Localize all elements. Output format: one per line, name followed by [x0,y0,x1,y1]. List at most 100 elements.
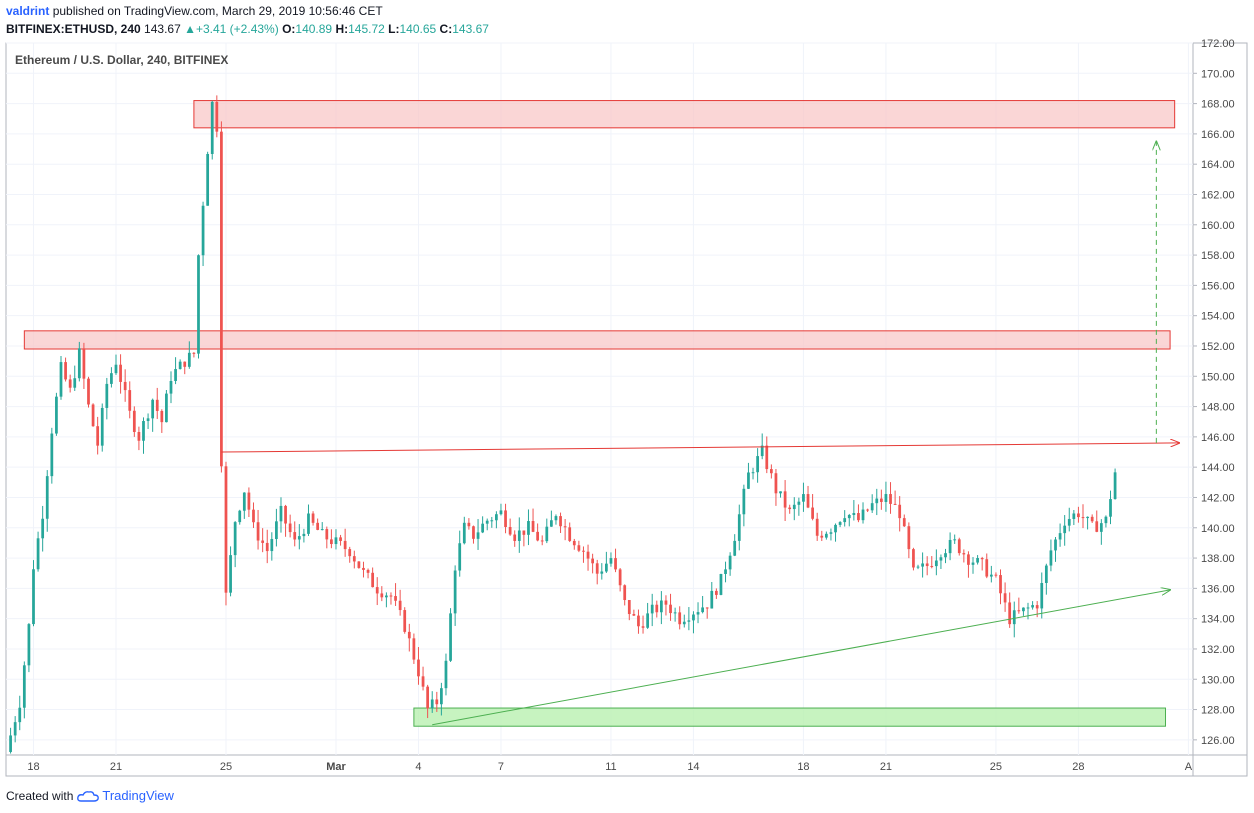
candle-body [852,513,856,516]
candle-body [1095,521,1099,532]
candle-body [9,735,12,752]
candle-body [582,550,585,552]
candle-body [669,604,672,614]
candle-body [1109,499,1112,517]
candle-body [870,503,874,511]
candle-body [357,561,361,568]
candle-body [815,518,819,536]
time-tick-label: 25 [990,761,1002,773]
price-tick-label: 158.00 [1201,250,1235,262]
candle-body [916,566,920,568]
candle-body [1017,610,1021,612]
candle-body [1086,516,1089,519]
price-axis: 126.00 128.00 130.00 132.00 134.00 136.00 138.… [1193,38,1235,747]
candle-body [476,532,480,539]
candle-body [614,558,617,570]
candle-body [197,255,200,354]
chart-title: Ethereum / U.S. Dollar, 240, BITFINEX [15,53,228,67]
candle-body [893,503,897,505]
candle-body [279,505,283,522]
candle-body [540,540,544,542]
candle-body [36,538,40,570]
candle-body [169,380,173,394]
candle-body [91,404,95,427]
candle-body [792,504,796,510]
candle-body [1104,516,1108,524]
candle-body [829,532,833,534]
high-label: H: [335,22,349,36]
candle-body [673,612,677,614]
candle-body [64,362,67,380]
candle-body [857,513,860,521]
candle-body [1081,517,1085,519]
candle-body [316,522,320,530]
candle-body [834,524,837,533]
candle-body [435,699,439,705]
candle-body [224,466,228,593]
author-link[interactable]: valdrint [6,4,50,18]
candle-body [407,631,411,639]
candle-body [788,507,792,510]
candle-body [1003,593,1007,603]
candle-body [362,567,365,570]
candle-body [554,516,558,521]
candle-body [142,421,145,441]
tradingview-logo[interactable]: TradingView [77,788,174,803]
candle-body [22,665,26,708]
candle-body [710,590,714,609]
candle-body [119,364,122,382]
price-tick-label: 140.00 [1201,523,1235,535]
candle-body [659,600,663,613]
low-label: L: [388,22,400,36]
candle-body [1054,539,1057,551]
price-tick-label: 170.00 [1201,68,1235,80]
candle-body [1072,513,1076,519]
candle-body [238,510,242,523]
candle-body [481,523,485,533]
candle-body [105,383,109,408]
candle-body [957,539,961,554]
chart-frame [5,42,1248,777]
candle-body [261,540,265,543]
candle-body [650,604,654,614]
candle-body [536,531,540,541]
candle-body [637,615,640,627]
candle-body [458,543,462,571]
candle-body [696,612,700,615]
candle-body [73,378,77,388]
candle-body [151,399,155,419]
time-tick-label: 4 [415,761,421,773]
trend-lines [221,141,1179,726]
candle-body [811,507,814,519]
price-tick-label: 130.00 [1201,674,1235,686]
candle-body [330,539,333,545]
candle-body [178,361,182,370]
candle-body [838,522,842,525]
candle-body [165,393,168,423]
support-zone [413,707,1167,727]
candle-body [760,445,764,457]
candle-body [59,362,63,397]
candle-body [453,570,457,614]
candle-body [1077,513,1080,518]
publish-line: valdrint published on TradingView.com, M… [6,4,383,18]
candle-body [847,515,851,519]
price-tick-label: 172.00 [1201,38,1235,50]
candle-body [50,433,54,477]
candle-body [765,445,769,470]
resistance-trend-line [221,443,1179,453]
candle-body [962,553,966,555]
candle-body [751,472,755,474]
zones [23,100,1176,727]
candle-body [343,540,347,550]
candle-body [371,572,375,588]
candle-body [284,505,287,524]
candle-body [967,554,970,565]
candle-body [334,537,338,545]
candle-body [545,526,549,542]
candle-body [884,494,888,502]
candle-body [912,549,915,568]
candle-body [206,153,210,206]
candle-body [160,410,164,423]
